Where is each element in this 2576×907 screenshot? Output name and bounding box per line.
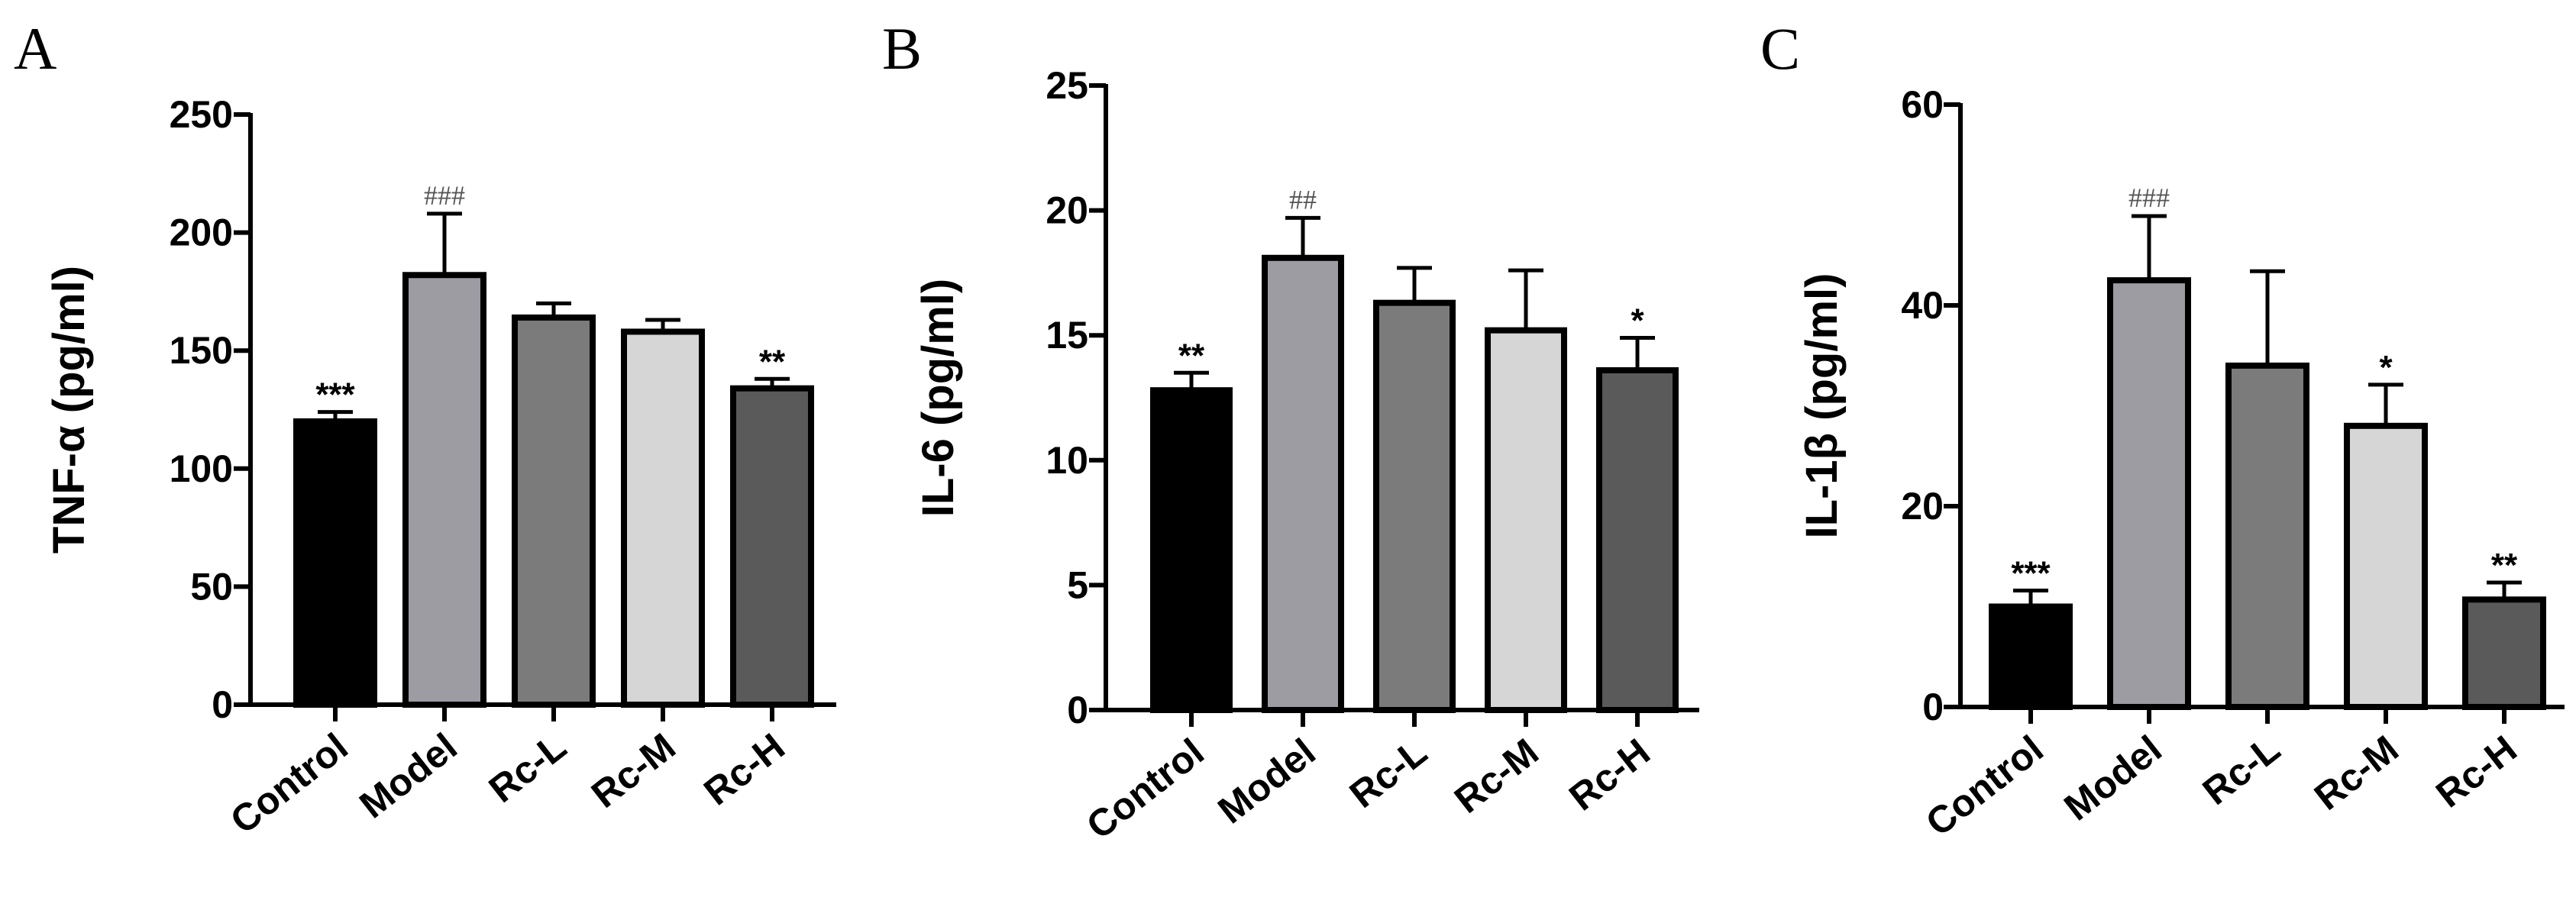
significance-label: *** [2011, 554, 2051, 592]
x-tick-label: Control [1078, 731, 1212, 848]
bar-rc-l [2225, 362, 2309, 710]
bar-rc-h [730, 385, 814, 708]
x-tick-label: Rc-H [2428, 728, 2524, 816]
bar-control [293, 418, 377, 708]
x-tick-label: Model [351, 725, 464, 827]
y-tick-label: 50 [190, 565, 233, 608]
y-tick-label: 5 [1067, 563, 1088, 606]
significance-label: * [1631, 302, 1644, 339]
significance-label: ### [2128, 182, 2170, 213]
bar-model [1262, 254, 1344, 713]
bar-rc-m [1485, 327, 1567, 713]
y-tick-label: 200 [170, 211, 233, 254]
y-tick-label: 15 [1046, 314, 1088, 357]
chart-panel-b: B 0 5 10 15 20 25 IL-6 (pg/ml) Control ** Model ## R… [882, 15, 1699, 847]
y-tick-label: 0 [1067, 689, 1088, 731]
bar-rc-h [1596, 367, 1679, 713]
x-tick-label: Model [1210, 731, 1323, 832]
x-tick-label: Model [2056, 728, 2169, 829]
bar-rc-l [512, 314, 596, 708]
x-tick-label: Control [222, 725, 356, 843]
x-tick-label: Rc-L [2195, 728, 2288, 814]
bar-control [1150, 387, 1233, 713]
y-tick-label: 0 [1922, 686, 1944, 728]
significance-label: * [2379, 349, 2393, 386]
x-tick-label: Rc-L [1342, 731, 1435, 817]
bar-rc-l [1373, 299, 1456, 713]
bar-rc-h [2462, 596, 2546, 710]
y-axis-label: IL-6 (pg/ml) [913, 279, 963, 518]
significance-label: ** [1178, 337, 1205, 374]
x-tick-label: Control [1918, 728, 2051, 845]
y-tick-label: 25 [1046, 64, 1088, 107]
panel-letter: C [1760, 15, 1800, 82]
x-tick-label: Rc-H [1561, 731, 1657, 819]
bar-model [402, 272, 486, 708]
x-tick-label: Rc-H [696, 725, 792, 814]
y-tick-label: 20 [1046, 189, 1088, 232]
x-tick-label: Rc-L [481, 725, 574, 812]
y-tick-label: 60 [1901, 83, 1944, 126]
bar-rc-m [621, 328, 705, 708]
y-tick-label: 100 [170, 447, 233, 490]
significance-label: *** [315, 376, 355, 414]
x-tick-label: Rc-M [1446, 731, 1547, 821]
y-tick-label: 20 [1901, 485, 1944, 528]
y-tick-label: 250 [170, 93, 233, 136]
panel-letter: A [14, 15, 57, 82]
y-tick-label: 0 [212, 683, 233, 726]
x-tick-label: Rc-M [583, 725, 684, 816]
y-axis-label: IL-1β (pg/ml) [1797, 273, 1847, 539]
y-tick-label: 40 [1901, 284, 1944, 327]
bar-model [2107, 277, 2191, 710]
significance-label: ** [759, 343, 786, 380]
x-tick-label: Rc-M [2306, 728, 2406, 818]
y-tick-label: 150 [170, 329, 233, 372]
bar-rc-m [2344, 422, 2428, 710]
chart-panel-a: A 0 50 100 150 200 250 TNF-α (pg/ml) Control *** M… [14, 15, 836, 842]
bar-control [1989, 603, 2073, 710]
y-axis-label: TNF-α (pg/ml) [44, 266, 94, 554]
significance-label: ** [2491, 547, 2518, 584]
significance-label: ### [424, 180, 465, 211]
panel-letter: B [882, 15, 922, 82]
y-tick-label: 10 [1046, 439, 1088, 482]
significance-label: ## [1289, 184, 1317, 215]
